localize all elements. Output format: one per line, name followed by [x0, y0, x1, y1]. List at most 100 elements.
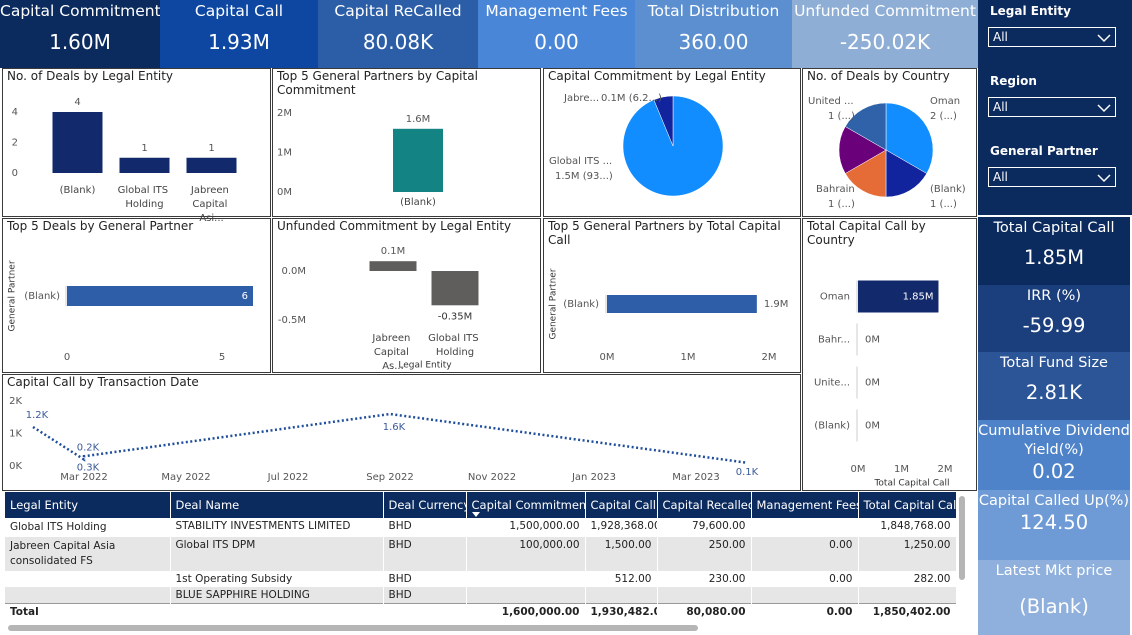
- table-cell: [751, 518, 859, 537]
- slicer-dropdown[interactable]: All: [988, 97, 1116, 117]
- side-kpi-card: Total Capital Call 1.85M: [978, 217, 1130, 285]
- table-cell: 79,600.00: [657, 518, 752, 537]
- table-cell: BHD: [383, 571, 467, 587]
- h-scrollbar: [8, 625, 698, 631]
- column-header[interactable]: Deal Name: [170, 492, 384, 518]
- kpi-card: Capital Call 1.93M: [160, 0, 318, 68]
- chart-title: No. of Deals by Legal Entity: [7, 69, 174, 83]
- slicer-label: General Partner: [990, 144, 1098, 158]
- side-kpi-card: IRR (%) -59.99: [978, 285, 1130, 352]
- table-cell: Total: [5, 603, 171, 620]
- table-row: Global ITS Holding STABILITY INVESTMENTS …: [5, 518, 957, 537]
- chart-title: Total Capital Call by Country: [807, 219, 926, 247]
- table-cell: [170, 603, 384, 620]
- column-header[interactable]: Total Capital Call: [858, 492, 957, 518]
- table-cell: 282.00: [858, 571, 957, 587]
- slicer-dropdown[interactable]: All: [988, 167, 1116, 187]
- table-cell: [466, 587, 586, 604]
- kpi-card: Total Distribution 360.00: [635, 0, 792, 68]
- table-row: BLUE SAPPHIRE HOLDING BHD: [5, 587, 957, 604]
- table-row: Jabreen Capital Asia consolidated FS Glob…: [5, 537, 957, 571]
- chart-panel: No. of Deals by Legal Entity: [2, 68, 271, 217]
- kpi-card: Capital Commitment 1.60M: [0, 0, 161, 68]
- column-header[interactable]: Capital Recalled: [657, 492, 752, 518]
- table-row: Total 1,600,000.001,930,482.0080,080.000.…: [5, 603, 957, 620]
- table-cell: 100,000.00: [466, 537, 586, 571]
- kpi-card: Management Fees 0.00: [478, 0, 635, 68]
- side-kpi-label: Cumulative Dividend Yield(%): [978, 423, 1130, 458]
- chart-panel: Top 5 Deals by General Partner: [2, 218, 271, 373]
- table-cell: BHD: [383, 518, 467, 537]
- table-cell: Global ITS DPM: [170, 537, 384, 571]
- table-cell: 0.00: [751, 571, 859, 587]
- chart-panel: Top 5 General Partners by Capital Commit…: [272, 68, 541, 217]
- table-cell: BHD: [383, 587, 467, 604]
- chart-title: Capital Call by Transaction Date: [7, 375, 199, 389]
- chart-panel: Top 5 General Partners by Total Capital …: [543, 218, 801, 373]
- column-header[interactable]: Capital Commitment: [466, 492, 586, 518]
- chart-title: Capital Commitment by Legal Entity: [548, 69, 766, 83]
- column-header[interactable]: Legal Entity: [5, 492, 171, 518]
- slicer-dropdown[interactable]: All: [988, 27, 1116, 47]
- side-kpi-value: 124.50: [1019, 511, 1089, 534]
- column-header[interactable]: Deal Currency: [383, 492, 467, 518]
- table-cell: [858, 587, 957, 604]
- table-cell: 250.00: [657, 537, 752, 571]
- kpi-value: 1.93M: [208, 30, 270, 54]
- side-kpi-card: Capital Called Up(%) 124.50: [978, 490, 1130, 560]
- slicer-value: All: [993, 100, 1008, 114]
- kpi-card: Unfunded Commitment -250.02K: [792, 0, 978, 68]
- column-header[interactable]: Capital Call: [585, 492, 658, 518]
- table-cell: STABILITY INVESTMENTS LIMITED: [170, 518, 384, 537]
- table-cell: Global ITS Holding: [5, 518, 171, 537]
- kpi-card: Capital ReCalled 80.08K: [318, 0, 478, 68]
- side-kpi-value: -59.99: [1022, 314, 1086, 337]
- chart-panel: Unfunded Commitment by Legal Entity: [272, 218, 541, 373]
- table-cell: 1,850,402.00: [858, 603, 957, 620]
- kpi-label: Management Fees: [485, 2, 628, 20]
- side-kpi-card: Latest Mkt price (Blank): [978, 560, 1130, 635]
- slicer-value: All: [993, 30, 1008, 44]
- table-cell: 512.00: [585, 571, 658, 587]
- chevron: [1097, 174, 1111, 183]
- kpi-label: Capital Commitment: [0, 2, 161, 20]
- table-cell: BLUE SAPPHIRE HOLDING: [170, 587, 384, 604]
- chart-title: Top 5 Deals by General Partner: [7, 219, 194, 233]
- kpi-value: 80.08K: [362, 30, 434, 54]
- table-cell: 1,930,482.00: [585, 603, 658, 620]
- table-cell: [751, 587, 859, 604]
- side-kpi-label: Capital Called Up(%): [978, 493, 1130, 509]
- table-cell: 1,600,000.00: [466, 603, 586, 620]
- table-cell: [585, 587, 658, 604]
- side-kpi-card: Total Fund Size 2.81K: [978, 352, 1130, 420]
- table-cell: [383, 603, 467, 620]
- side-kpi-card: Cumulative Dividend Yield(%) 0.02: [978, 420, 1130, 490]
- chart-title: Top 5 General Partners by Total Capital …: [548, 219, 781, 247]
- header-row: Legal Entity Deal Name Deal Currency Capita…: [5, 492, 957, 518]
- v-scrollbar: [959, 496, 965, 580]
- side-kpi-label: Latest Mkt price: [995, 563, 1113, 579]
- side-kpi-value: (Blank): [1019, 595, 1089, 618]
- sort-arrow: [471, 512, 480, 517]
- table-cell: [5, 571, 171, 587]
- table-cell: 1,500,000.00: [466, 518, 586, 537]
- side-kpi-value: 0.02: [1032, 460, 1076, 483]
- table-container: Legal Entity Deal Name Deal Currency Capita…: [5, 492, 960, 627]
- side-kpi-label: Total Capital Call: [993, 220, 1115, 236]
- chart-title: Unfunded Commitment by Legal Entity: [277, 219, 512, 233]
- table-cell: 80,080.00: [657, 603, 752, 620]
- chevron: [1097, 34, 1111, 43]
- kpi-value: 360.00: [678, 30, 749, 54]
- table-cell: 0.00: [751, 603, 859, 620]
- kpi-label: Unfunded Commitment: [794, 2, 976, 20]
- chevron: [1097, 104, 1111, 113]
- table-cell: 1,500.00: [585, 537, 658, 571]
- kpi-value: 0.00: [534, 30, 579, 54]
- table-cell: 1,250.00: [858, 537, 957, 571]
- column-header[interactable]: Management Fees: [751, 492, 859, 518]
- table-cell: [466, 571, 586, 587]
- kpi-value: 1.60M: [49, 30, 111, 54]
- chart-panel: Total Capital Call by Country: [802, 218, 977, 491]
